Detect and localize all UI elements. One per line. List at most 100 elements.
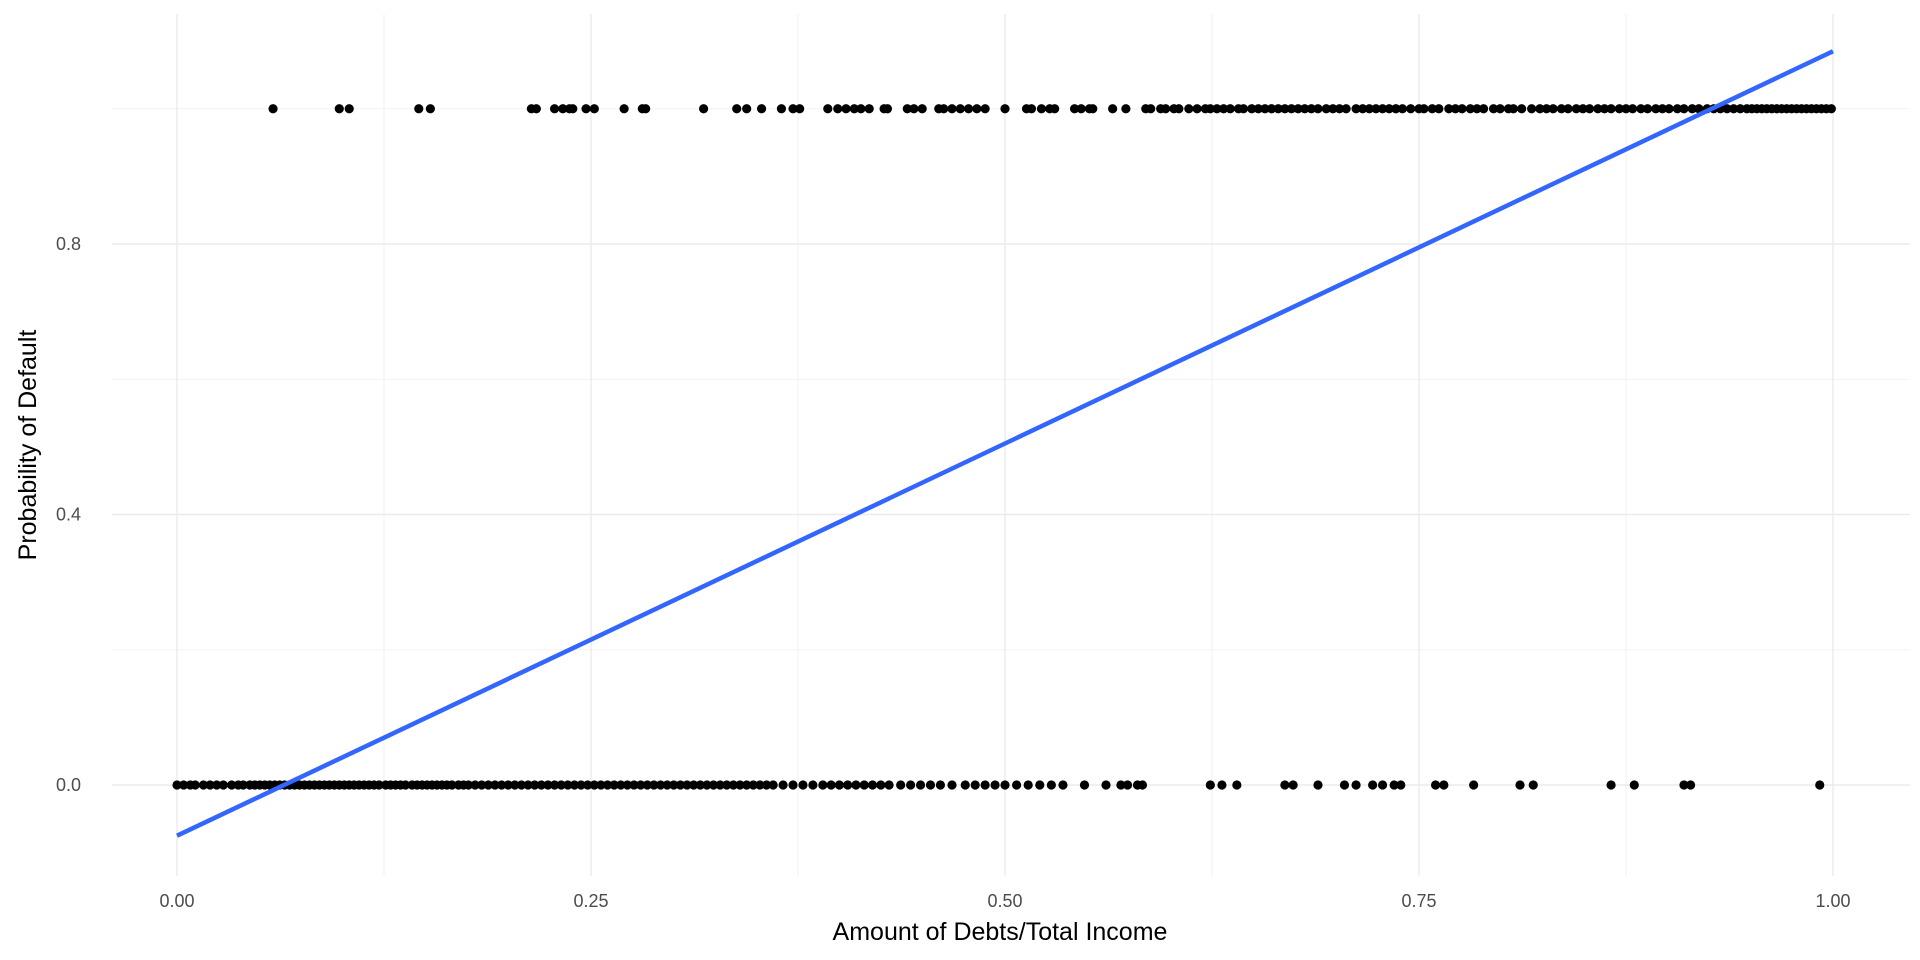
data-point — [649, 780, 659, 790]
x-tick-label: 0.00 — [159, 891, 194, 911]
data-point — [1192, 104, 1202, 114]
data-point — [748, 780, 758, 790]
data-point — [1729, 104, 1739, 114]
data-point — [1389, 780, 1399, 790]
data-point — [1599, 104, 1610, 114]
data-point — [531, 104, 541, 114]
data-point — [1371, 104, 1381, 114]
data-point — [483, 780, 493, 790]
data-point — [1288, 780, 1298, 790]
data-point — [1205, 780, 1215, 790]
data-point — [876, 780, 886, 790]
data-point — [1450, 104, 1461, 114]
y-tick-label: 0.4 — [56, 505, 81, 525]
data-point — [496, 780, 507, 790]
data-point — [1184, 104, 1194, 114]
data-point — [1527, 104, 1537, 114]
data-point — [823, 104, 833, 114]
data-point — [558, 104, 568, 114]
data-point — [1101, 780, 1111, 790]
data-point — [1687, 104, 1697, 114]
data-point — [795, 104, 805, 114]
data-point — [1358, 104, 1368, 114]
data-point — [1508, 104, 1518, 114]
data-point — [1391, 104, 1401, 114]
data-point — [530, 780, 540, 790]
data-point — [1046, 780, 1056, 790]
data-point — [834, 780, 845, 790]
data-point — [1642, 104, 1653, 114]
data-point — [1116, 780, 1126, 790]
data-point — [708, 780, 719, 790]
fit-line — [176, 49, 1834, 838]
data-point — [1406, 104, 1416, 114]
data-point — [742, 104, 752, 114]
data-point — [1457, 104, 1467, 114]
data-point — [947, 104, 957, 114]
data-point — [477, 780, 487, 790]
data-point — [960, 780, 970, 790]
data-point — [947, 780, 957, 790]
data-point — [1000, 780, 1010, 790]
data-point — [629, 780, 639, 790]
data-point — [1334, 104, 1345, 114]
data-point — [1079, 780, 1090, 790]
data-point — [1000, 104, 1010, 114]
data-point — [1260, 104, 1270, 114]
data-point — [906, 780, 916, 790]
data-point — [1321, 104, 1331, 114]
data-point — [1465, 104, 1475, 114]
data-point — [1146, 104, 1156, 114]
data-point — [556, 780, 566, 790]
data-point — [1672, 104, 1682, 114]
data-point — [190, 780, 200, 790]
data-point — [1368, 780, 1378, 790]
data-point — [1076, 104, 1086, 114]
data-point — [1439, 780, 1449, 790]
data-point — [1472, 104, 1482, 114]
data-point — [1621, 104, 1631, 114]
data-point — [1122, 780, 1133, 790]
minor-gridlines — [112, 14, 1910, 876]
data-point — [728, 780, 739, 790]
data-point — [1088, 104, 1098, 114]
data-point — [1328, 104, 1338, 114]
data-point — [859, 780, 869, 790]
data-point — [682, 780, 692, 790]
data-point — [1364, 104, 1374, 114]
data-point — [1035, 780, 1045, 790]
data-point — [1351, 780, 1361, 790]
data-point — [1280, 104, 1290, 114]
data-point — [1313, 780, 1323, 790]
data-point — [915, 780, 926, 790]
data-point — [523, 780, 533, 790]
x-axis-title: Amount of Debts/Total Income — [833, 918, 1168, 946]
data-point — [1469, 780, 1479, 790]
data-point — [609, 780, 619, 790]
x-tick-label: 0.50 — [987, 891, 1022, 911]
data-point — [1593, 104, 1603, 114]
data-point — [602, 780, 613, 790]
data-point — [238, 780, 248, 790]
data-point — [851, 780, 861, 790]
data-point — [1313, 104, 1323, 114]
data-point — [963, 104, 974, 114]
data-point — [1735, 104, 1745, 114]
data-point — [1058, 780, 1068, 790]
data-point — [1225, 104, 1235, 114]
data-point — [896, 780, 906, 790]
fit-line-layer — [176, 49, 1834, 838]
data-point — [1614, 104, 1624, 114]
data-point — [1427, 104, 1437, 114]
data-point — [1286, 104, 1297, 114]
data-point — [1280, 780, 1290, 790]
tick-labels: 0.00 0.25 0.50 0.75 1.00 0.0 0.4 0.8 — [56, 234, 1851, 911]
data-point — [1339, 780, 1350, 790]
data-point — [1628, 104, 1638, 114]
data-point — [755, 780, 765, 790]
data-point — [1306, 104, 1316, 114]
data-point — [1232, 780, 1242, 790]
data-point — [798, 780, 808, 790]
data-point — [768, 780, 778, 790]
data-point — [1069, 104, 1080, 114]
